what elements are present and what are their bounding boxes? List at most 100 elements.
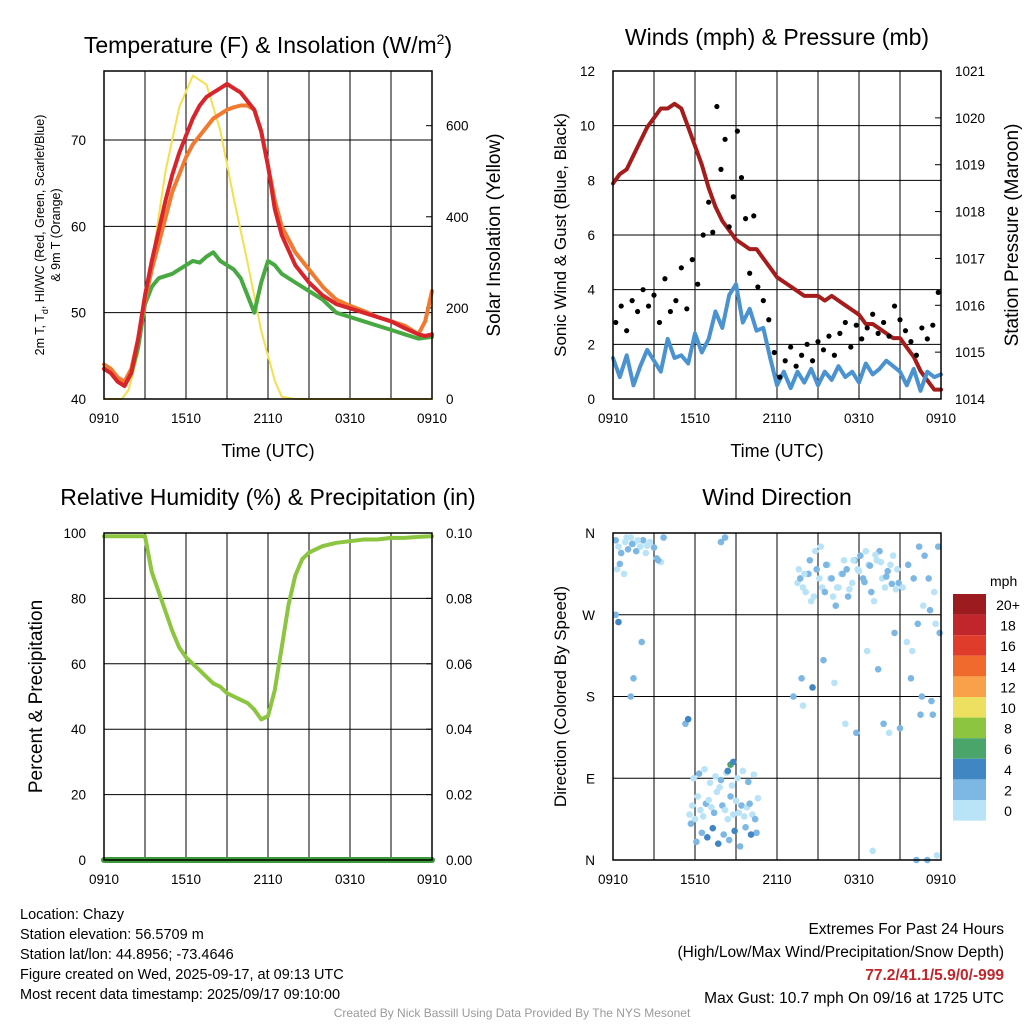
- direction-point: [642, 549, 650, 557]
- y-tick-label: 0: [587, 392, 595, 407]
- gust-point: [804, 341, 810, 347]
- direction-point: [660, 534, 667, 541]
- direction-point: [832, 602, 840, 609]
- gust-point: [831, 352, 838, 358]
- direction-point: [802, 588, 809, 596]
- direction-point: [650, 544, 658, 551]
- direction-point: [850, 556, 857, 564]
- direction-point: [907, 675, 915, 682]
- y-right-tick-label: 1017: [955, 251, 985, 266]
- gust-point: [624, 328, 630, 334]
- x-axis-label: Time (UTC): [221, 441, 314, 461]
- gust-point: [700, 232, 706, 238]
- y-tick-label: S: [586, 690, 595, 705]
- direction-point: [627, 693, 635, 700]
- direction-point: [877, 558, 885, 566]
- series-line-wind_speed: [611, 282, 943, 393]
- direction-point: [848, 579, 856, 587]
- direction-point: [790, 693, 797, 700]
- gust-point: [629, 298, 635, 304]
- gust-point: [684, 306, 690, 312]
- direction-point: [699, 813, 707, 820]
- gust-point: [891, 303, 898, 309]
- gust-point: [788, 344, 794, 350]
- direction-point: [840, 556, 848, 564]
- direction-point: [701, 765, 708, 773]
- direction-point: [691, 815, 699, 823]
- gust-point: [695, 281, 701, 287]
- direction-point: [615, 543, 622, 550]
- gust-point: [718, 166, 724, 172]
- gust-point: [842, 319, 848, 326]
- gust-point: [662, 276, 668, 282]
- direction-point: [736, 843, 744, 850]
- y-axis-label: Sonic Wind & Gust (Blue, Black): [551, 113, 570, 357]
- y-right-tick-label: 1020: [955, 111, 985, 126]
- panel-temperature: Temperature (F) & Insolation (W/m2) 0910 1…: [33, 31, 505, 461]
- direction-point: [729, 758, 737, 766]
- direction-point: [742, 824, 749, 831]
- direction-point: [869, 847, 876, 855]
- direction-point: [896, 724, 904, 732]
- y-right-tick-label: 1019: [955, 158, 985, 173]
- direction-point: [930, 588, 938, 596]
- y-tick-label: 0: [78, 853, 86, 868]
- gust-point: [870, 311, 876, 317]
- gust-point: [726, 224, 732, 230]
- direction-point: [855, 567, 863, 575]
- y-axis-label: 2m T, Td, HI/WC (Red, Green, Scarlet/Blu…: [33, 115, 50, 356]
- direction-point: [684, 715, 692, 723]
- legend-label: 12: [1000, 679, 1016, 695]
- gust-point: [820, 347, 827, 353]
- direction-point: [724, 767, 732, 775]
- gust-point: [722, 136, 728, 142]
- x-tick-label: 1510: [171, 411, 201, 426]
- legend-swatch: [953, 717, 986, 739]
- direction-point: [862, 547, 870, 555]
- y-tick-label: 40: [71, 392, 86, 407]
- direction-point: [654, 556, 662, 564]
- direction-point: [866, 562, 874, 569]
- created-text: Figure created on Wed, 2025-09-17, at 09…: [20, 967, 344, 983]
- direction-point: [842, 720, 849, 728]
- direction-point: [754, 794, 762, 802]
- legend-swatch: [953, 635, 986, 656]
- direction-point: [706, 779, 714, 787]
- x-tick-label: 1510: [680, 872, 710, 887]
- gust-point: [848, 344, 854, 350]
- gust-point: [799, 352, 805, 358]
- direction-point: [735, 809, 743, 817]
- direction-point: [889, 552, 897, 560]
- legend-label: 0: [1004, 803, 1012, 819]
- y-right-tick-label: 0: [446, 392, 454, 407]
- y-axis-label: Direction (Colored By Speed): [551, 586, 570, 807]
- direction-point: [615, 618, 622, 626]
- x-tick-label: 0910: [926, 872, 956, 887]
- y-tick-label: 6: [587, 228, 595, 243]
- direction-point: [698, 829, 706, 837]
- direction-point: [734, 774, 741, 782]
- direction-point: [928, 697, 935, 705]
- direction-point: [806, 556, 814, 564]
- direction-point: [704, 833, 711, 841]
- gust-point: [706, 199, 712, 205]
- gust-point: [673, 298, 679, 304]
- y-tick-label: 80: [71, 591, 86, 606]
- y-right-tick-label: 1021: [955, 64, 985, 79]
- y-right-tick-label: 0.06: [446, 657, 472, 672]
- y-right-axis-label: Station Pressure (Maroon): [1002, 124, 1023, 347]
- gust-point: [793, 363, 799, 369]
- direction-point: [918, 693, 926, 700]
- direction-point: [612, 611, 620, 619]
- direction-point: [843, 566, 850, 573]
- recent-data-text: Most recent data timestamp: 2025/09/17 0…: [20, 987, 341, 1003]
- direction-point: [687, 820, 695, 827]
- direction-point: [705, 796, 712, 804]
- direction-point: [932, 620, 939, 628]
- y-tick-label: 8: [587, 173, 595, 188]
- direction-point: [810, 593, 818, 600]
- plot-frame: [103, 532, 433, 861]
- direction-point: [628, 540, 636, 548]
- y-tick-label: 10: [580, 119, 595, 134]
- direction-point: [829, 593, 837, 600]
